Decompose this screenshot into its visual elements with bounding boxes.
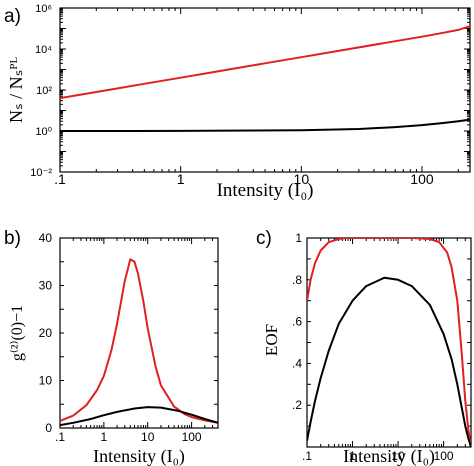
y-tick-label: 10⁶ [35, 3, 52, 15]
x-tick-label: 100 [410, 171, 434, 187]
x-tick-label: 1 [101, 430, 108, 444]
x-tick-label: 1 [349, 449, 356, 463]
y-axis-label: g⁽²⁾(0)−1 [9, 305, 26, 361]
plot-frame [59, 237, 219, 429]
panel-label: c) [256, 228, 272, 249]
x-tick-label: 10 [141, 430, 155, 444]
y-tick-label: 1 [295, 231, 302, 245]
panel-label: a) [4, 6, 21, 27]
x-axis-label: Intensity (I₀) [93, 446, 185, 466]
y-tick-label: .2 [292, 398, 302, 412]
y-tick-label: 10² [36, 85, 52, 97]
chart-panel-3: .1 1 10 100 .2 .4 .6 .8 1 c) Intensity (I₀) EOF [256, 228, 472, 466]
y-tick-label: 30 [39, 279, 53, 293]
series-line-2 [307, 276, 471, 447]
x-tick-label: .1 [55, 430, 65, 444]
y-axis-label: Nₛ / Nₛᴾᴸ [6, 57, 26, 123]
x-axis-label: Intensity (I₀) [217, 180, 314, 201]
y-tick-label: 10⁻² [30, 167, 52, 179]
x-tick-label: 100 [434, 449, 454, 463]
series-line-1 [307, 238, 471, 447]
y-axis-label: EOF [262, 324, 281, 356]
y-tick-label: 10⁴ [35, 44, 52, 56]
y-tick-label: 40 [39, 231, 53, 245]
x-axis-label: Intensity (I₀) [343, 446, 435, 466]
chart-panel-2: .1 1 10 100 0 10 20 30 40 b) Intensity (I₀) g⁽²⁾(0)… [4, 228, 219, 466]
x-tick-label: 100 [182, 430, 202, 444]
x-tick-label: 1 [177, 171, 185, 187]
x-tick-label: 10 [391, 449, 405, 463]
series-line-2 [60, 118, 470, 132]
y-tick-label: 0 [45, 421, 52, 435]
series-line-2 [60, 406, 218, 427]
chart-panel-1: .1 1 10 100 10⁻² 10⁰ 10² 10⁴ 10⁶ a) Intensity (I₀)… [4, 3, 471, 201]
series-line-1 [60, 258, 218, 424]
x-tick-label: .1 [302, 449, 312, 463]
panel-label: b) [4, 228, 21, 249]
y-tick-label: 10 [39, 374, 53, 388]
y-tick-label: 10⁰ [35, 126, 52, 138]
y-tick-label: 20 [39, 326, 53, 340]
series-line-1 [60, 25, 470, 100]
plot-frame [59, 7, 471, 173]
y-tick-label: .6 [292, 315, 302, 329]
x-tick-label: 10 [294, 171, 310, 187]
y-tick-label: .4 [292, 356, 302, 370]
y-tick-label: .8 [292, 273, 302, 287]
x-tick-label: .1 [54, 171, 66, 187]
